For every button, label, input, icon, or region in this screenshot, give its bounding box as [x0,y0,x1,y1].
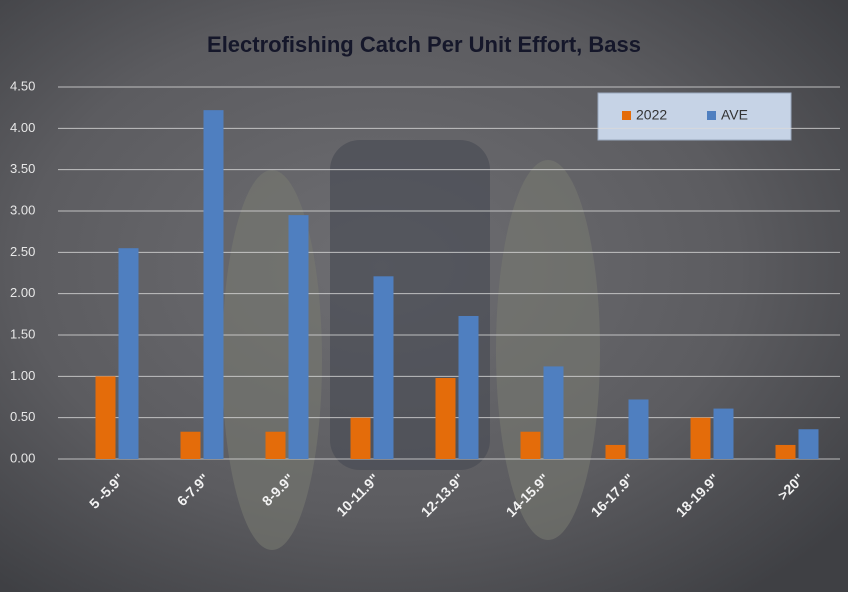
bar [714,409,734,459]
bar [436,378,456,459]
legend-label: AVE [721,107,748,123]
bar [799,429,819,459]
bar [521,432,541,459]
legend-swatch [707,111,716,120]
bar [606,445,626,459]
bar [119,248,139,459]
y-tick-label: 1.50 [10,326,35,341]
y-tick-label: 2.50 [10,244,35,259]
chart: Electrofishing Catch Per Unit Effort, Ba… [0,0,848,592]
bar [181,432,201,459]
y-tick-label: 1.00 [10,368,35,383]
bar [374,276,394,459]
y-tick-label: 0.50 [10,409,35,424]
bar [204,110,224,459]
y-tick-label: 4.50 [10,78,35,93]
bar [289,215,309,459]
y-tick-label: 3.00 [10,202,35,217]
bar [351,418,371,459]
bar [776,445,796,459]
y-tick-label: 3.50 [10,161,35,176]
bar [544,366,564,459]
bar [266,432,286,459]
chart-title: Electrofishing Catch Per Unit Effort, Ba… [207,32,641,57]
y-tick-label: 2.00 [10,285,35,300]
legend-label: 2022 [636,107,667,123]
y-tick-label: 4.00 [10,120,35,135]
legend-swatch [622,111,631,120]
y-tick-label: 0.00 [10,450,35,465]
bar [691,418,711,459]
bar [629,399,649,459]
bar [96,376,116,459]
bar [459,316,479,459]
